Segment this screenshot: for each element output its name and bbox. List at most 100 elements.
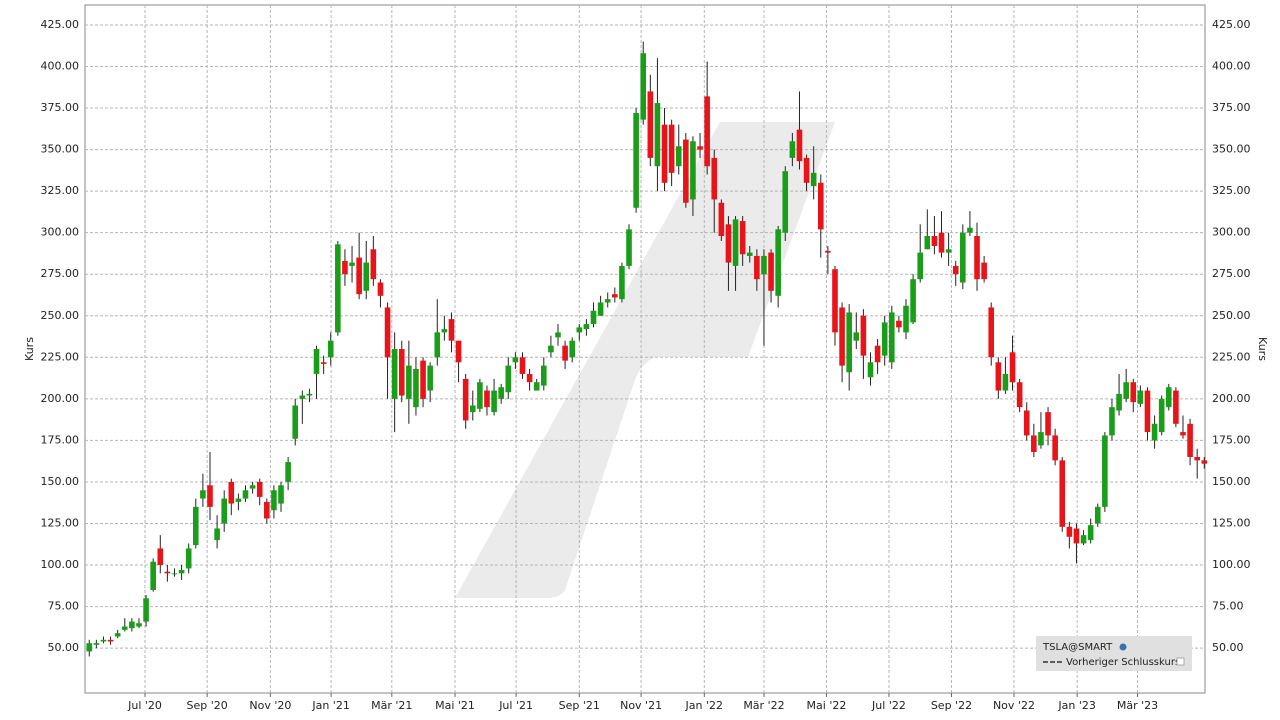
candle-body	[469, 405, 476, 413]
candle-body	[455, 340, 462, 363]
candle-body	[860, 315, 867, 356]
y-tick-label-right: 250.00	[1212, 309, 1251, 322]
x-tick-label: Mär '21	[371, 699, 412, 712]
candle-body	[299, 395, 306, 399]
candle-body	[356, 257, 362, 295]
x-tick-label: Jan '21	[311, 699, 349, 712]
candle-body	[839, 307, 845, 366]
y-tick-label-right: 75.00	[1212, 600, 1244, 613]
candle-body	[931, 235, 938, 246]
candle-body	[221, 498, 228, 524]
candle-body	[675, 146, 682, 167]
y-tick-label: 275.00	[41, 267, 80, 280]
y-tick-label-right: 175.00	[1212, 433, 1251, 446]
candle-body	[711, 157, 718, 200]
y-tick-label: 325.00	[41, 184, 80, 197]
y-tick-label: 175.00	[41, 433, 80, 446]
x-tick-label: Mai '22	[807, 699, 847, 712]
candle-body	[1151, 423, 1158, 441]
candle-body	[1073, 528, 1080, 544]
candle-body	[519, 357, 526, 374]
candle-body	[612, 294, 618, 298]
candle-body	[1087, 525, 1094, 541]
candle-body	[590, 310, 597, 325]
candle-body	[896, 320, 902, 328]
y-tick-label: 75.00	[48, 600, 80, 613]
candle-body	[853, 332, 860, 341]
candle-body	[1165, 387, 1172, 408]
candle-body	[121, 626, 128, 630]
candle-body	[200, 490, 206, 499]
candle-body	[143, 598, 149, 622]
candle-body	[640, 53, 647, 120]
candle-body	[967, 227, 973, 233]
candle-body	[974, 235, 980, 280]
y-tick-label-right: 225.00	[1212, 350, 1251, 363]
y-tick-label: 250.00	[41, 309, 80, 322]
candle-body	[398, 349, 405, 396]
candle-body	[171, 573, 178, 575]
candle-body	[768, 252, 774, 291]
plot-layer: 50.00 50.00 75.00 75.00 100.00 100.00 125.00 12…	[41, 5, 1251, 712]
candle-body	[477, 382, 483, 409]
candle-body	[626, 229, 632, 266]
candle-body	[1194, 457, 1200, 461]
candle-body	[718, 202, 725, 236]
x-tick-label: Sep '22	[931, 699, 972, 712]
candle-body	[441, 329, 448, 333]
candle-body	[938, 232, 945, 253]
candle-body	[107, 639, 114, 642]
candle-body	[363, 262, 370, 291]
x-tick-label: Jul '22	[871, 699, 906, 712]
candle-body	[484, 390, 490, 408]
candle-body	[370, 249, 377, 280]
candle-body	[1002, 373, 1009, 391]
candle-body	[888, 312, 895, 363]
candle-body	[583, 324, 590, 330]
y-tick-label-right: 400.00	[1212, 59, 1251, 72]
candle-body	[498, 387, 504, 399]
candle-body	[803, 157, 810, 183]
candle-body	[491, 390, 497, 413]
candle-body	[1023, 410, 1030, 436]
candle-body	[661, 124, 668, 183]
candle-body	[185, 548, 192, 569]
candle-body	[924, 235, 931, 250]
candle-body	[881, 322, 888, 356]
candle-body	[917, 252, 924, 280]
candle-body	[1045, 412, 1051, 436]
candle-body	[264, 501, 270, 519]
candle-body	[1173, 390, 1179, 424]
candle-body	[952, 265, 959, 275]
candle-body	[782, 171, 789, 233]
candle-body	[1201, 460, 1208, 464]
candle-body	[320, 362, 327, 364]
candle-body	[235, 498, 242, 502]
candle-body	[562, 345, 568, 361]
candle-body	[164, 571, 171, 574]
legend-checkbox[interactable]	[1176, 657, 1185, 666]
y-tick-label: 125.00	[41, 516, 80, 529]
legend-symbol: TSLA@SMART	[1042, 642, 1113, 653]
candle-body	[313, 349, 320, 374]
candle-body	[533, 382, 540, 391]
candle-body	[93, 643, 100, 645]
candle-body	[256, 481, 263, 497]
candle-body	[413, 368, 419, 408]
candle-body	[178, 570, 185, 574]
candle-body	[349, 262, 355, 266]
candle-body	[292, 405, 299, 439]
candle-body	[1158, 398, 1165, 433]
candle-body	[725, 224, 732, 263]
candle-body	[995, 362, 1002, 391]
y-tick-label: 300.00	[41, 226, 80, 239]
y-tick-label-right: 350.00	[1212, 143, 1251, 156]
candle-body	[306, 393, 313, 396]
candle-body	[633, 113, 639, 208]
candle-body	[192, 506, 199, 546]
y-tick-label: 50.00	[48, 641, 80, 654]
candle-body	[846, 312, 852, 373]
x-tick-label: Mär '23	[1117, 699, 1158, 712]
candle-body	[654, 103, 661, 167]
candle-body	[157, 548, 164, 566]
